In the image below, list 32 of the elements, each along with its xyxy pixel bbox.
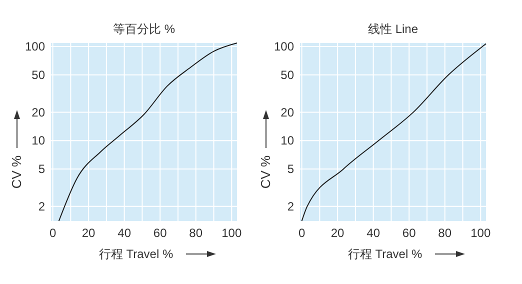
x-tick-label: 0 <box>49 226 56 240</box>
y-tick-label: 5 <box>38 162 46 176</box>
x-tick-label: 60 <box>153 226 168 240</box>
y-tick-label: 20 <box>32 105 46 120</box>
x-tick-label: 0 <box>298 226 306 240</box>
y-tick-label: 10 <box>32 134 46 148</box>
x-tick-label: 20 <box>330 226 345 240</box>
x-tick-label: 40 <box>366 226 380 240</box>
y-tick-label: 50 <box>280 68 294 82</box>
chart-title: 等百分比 % <box>112 22 176 36</box>
x-tick-label: 100 <box>470 226 491 240</box>
y-tick-label: 100 <box>24 40 46 54</box>
y-tick-label: 20 <box>280 105 294 120</box>
x-tick-label: 80 <box>438 226 452 240</box>
y-tick-label: 100 <box>274 40 294 54</box>
y-tick-label: 2 <box>287 199 294 214</box>
x-axis-title: 行程 Travel % <box>348 247 422 261</box>
x-axis-title: 行程 Travel % <box>98 247 174 261</box>
x-tick-label: 20 <box>82 226 96 240</box>
x-tick-label: 80 <box>189 226 203 240</box>
y-axis-title: CV % <box>258 154 273 189</box>
x-tick-label: 100 <box>222 226 242 240</box>
line-series <box>58 42 238 222</box>
y-tick-label: 10 <box>280 134 294 148</box>
x-tick-label: 60 <box>402 226 416 240</box>
chart-title: 线性 Line <box>368 22 418 36</box>
line-series <box>301 43 486 222</box>
y-tick-label: 5 <box>287 162 294 176</box>
y-axis-title: CV % <box>9 154 24 189</box>
y-tick-label: 50 <box>32 68 46 82</box>
y-tick-label: 2 <box>38 199 46 214</box>
x-tick-label: 40 <box>118 226 132 240</box>
